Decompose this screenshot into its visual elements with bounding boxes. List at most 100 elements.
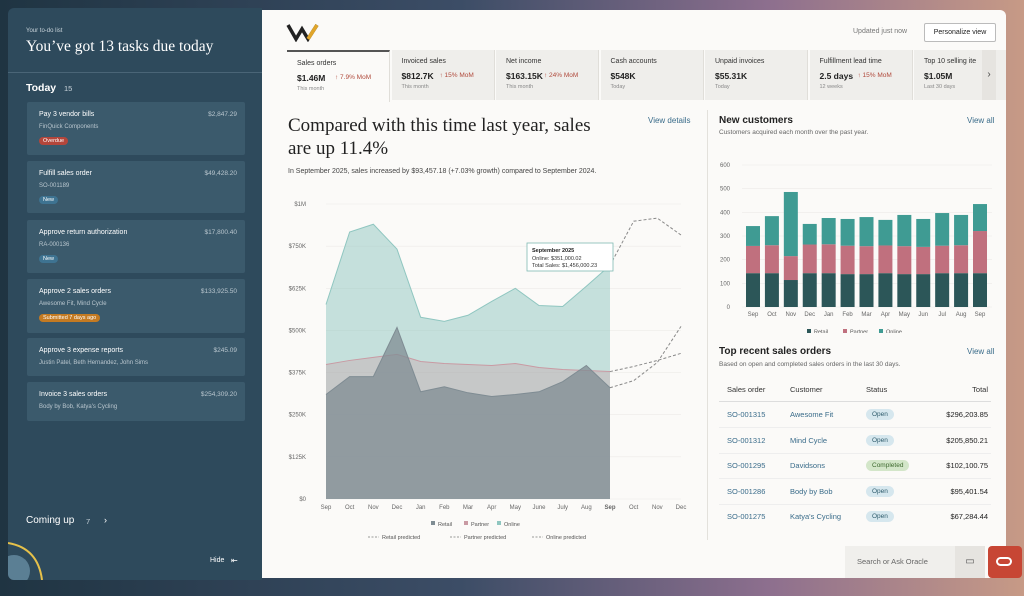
order-link[interactable]: SO-001295 (727, 461, 766, 470)
tooltip-title: September 2025 (532, 248, 574, 254)
x-tick-label: June (532, 505, 546, 511)
customer-link[interactable]: Awesome Fit (790, 410, 834, 419)
customers-chart: 0 100 200 300 400 500 600 Sep Oct Nov Dec Jan Feb Mar… (720, 163, 992, 333)
customer-link[interactable]: Katya's Cycling (790, 512, 842, 521)
x-tick-label: Mar (861, 312, 871, 318)
view-details-link[interactable]: View details (648, 116, 691, 125)
coming-up-label[interactable]: Coming up (26, 515, 75, 526)
table-rule (719, 401, 991, 402)
kpi-value: $1.05M (924, 71, 953, 81)
x-tick-label: Sep (748, 312, 759, 318)
status-pill: Open (866, 409, 894, 420)
hide-icon[interactable]: ⇤ (231, 556, 238, 565)
kpi-value: $55.31K (715, 71, 748, 81)
x-tick-label: Nov (652, 505, 663, 511)
customers-view-all[interactable]: View all (967, 116, 995, 125)
personalize-button[interactable]: Personalize view (924, 23, 996, 42)
task-card[interactable]: Approve 3 expense reports $245.09 Justin P… (27, 338, 245, 376)
customer-link[interactable]: Mind Cycle (790, 435, 828, 445)
order-total: $205,850.21 (946, 435, 988, 445)
bar-segment (840, 274, 855, 307)
search-box[interactable]: Search or Ask Oracle (845, 546, 955, 578)
chevron[interactable]: › (104, 515, 107, 525)
order-total: $296,203.85 (946, 410, 988, 419)
task-amount: $254,309.20 (200, 391, 237, 398)
task-card[interactable]: Fulfill sales order $49,428.20 SO-001189 Ne… (27, 161, 245, 213)
task-card[interactable]: Approve return authorization $17,800.40 RA… (27, 220, 245, 273)
kpi-label: Unpaid invoices (715, 58, 765, 65)
kpi-card[interactable]: Cash accounts $548K Today (600, 50, 704, 100)
x-tick-label: Aug (956, 312, 967, 318)
bar-segment (954, 273, 969, 307)
task-card[interactable]: Pay 3 vendor bills $2,847.29 FinQuick Comp… (27, 102, 245, 155)
kpi-card[interactable]: Unpaid invoices $55.31K Today (705, 50, 808, 100)
oracle-button[interactable] (988, 546, 1022, 578)
kpi-card[interactable]: Sales orders $1.46M ↑ 7.9% MoM This month (287, 50, 390, 102)
kpi-label: Fulfillment lead time (819, 58, 882, 65)
task-badge: New (39, 196, 59, 204)
x-tick-label: May (510, 505, 521, 511)
divider (707, 110, 708, 540)
bar-segment (802, 244, 817, 274)
x-tick-label: Oct (767, 312, 777, 318)
order-link[interactable]: SO-001315 (727, 410, 766, 419)
bar-segment (897, 274, 912, 307)
y-tick-label: $125K (289, 455, 306, 461)
todo-label: Your to-do list (26, 28, 63, 34)
status-pill: Open (866, 511, 894, 522)
task-title: Invoice 3 sales orders (39, 391, 108, 398)
x-tick-label: Dec (392, 505, 403, 511)
bar-segment (821, 244, 836, 274)
bar-segment (783, 280, 798, 307)
order-link[interactable]: SO-001286 (727, 486, 766, 496)
bar-segment (935, 273, 950, 307)
kpi-card[interactable]: Net income $163.15K ↑ 24% MoM This month (496, 50, 599, 100)
todo-title: You’ve got 13 tasks due today (26, 38, 214, 55)
kpi-period: 12 weeks (819, 84, 843, 90)
y-tick-label: $250K (289, 413, 306, 419)
orders-view-all[interactable]: View all (967, 347, 995, 356)
area (326, 327, 610, 499)
x-tick-label: Jan (416, 505, 426, 511)
order-total: $67,284.44 (950, 512, 988, 521)
kpi-label: Cash accounts (610, 58, 657, 65)
order-link[interactable]: SO-001275 (727, 512, 766, 521)
task-ref: SO-001189 (39, 183, 70, 189)
bar-segment (878, 273, 893, 307)
task-card[interactable]: Invoice 3 sales orders $254,309.20 Body by… (27, 382, 245, 421)
kpi-next[interactable]: › (982, 50, 996, 100)
bar-segment (821, 273, 836, 307)
y-tick-label: $750K (289, 244, 306, 250)
customers-title: New customers (719, 115, 793, 126)
status-pill: Open (866, 434, 894, 446)
bar-segment (840, 245, 855, 275)
bar-segment (916, 246, 931, 275)
task-ref: Awesome Fit, Mind Cycle (39, 301, 107, 307)
bar-segment (897, 246, 912, 275)
kpi-card[interactable]: Fulfillment lead time 2.5 days ↑ 15% MoM 12… (809, 50, 913, 100)
kpi-value: 2.5 days (819, 71, 854, 81)
kpi-change: ↑ 15% MoM (439, 72, 474, 79)
customer-link[interactable]: Body by Bob (790, 486, 833, 496)
customers-subtitle: Customers acquired each month over the p… (719, 129, 869, 136)
bar-segment (878, 245, 893, 274)
task-title: Approve return authorization (39, 229, 128, 236)
predicted-line (609, 326, 682, 389)
orders-subtitle: Based on open and completed sales orders… (719, 361, 901, 368)
order-link[interactable]: SO-001312 (727, 435, 766, 445)
kpi-label: Invoiced sales (401, 58, 446, 65)
column-header: Customer (790, 385, 823, 394)
customer-link[interactable]: Davidsons (790, 461, 826, 470)
tooltip-box (526, 242, 614, 272)
sales-headline: Compared with this time last year, sales… (288, 115, 591, 159)
hide-button[interactable]: Hide (210, 557, 225, 564)
task-amount: $2,847.29 (208, 111, 237, 118)
bar-segment (859, 217, 874, 247)
bar-segment (802, 273, 817, 307)
kpi-change: ↑ 24% MoM (544, 72, 579, 79)
y-tick-label: 300 (720, 234, 731, 240)
kpi-card[interactable]: Invoiced sales $812.7K ↑ 15% MoM This month (391, 50, 495, 100)
bar-segment (954, 245, 969, 274)
task-card[interactable]: Approve 2 sales orders $133,925.50 Awesome… (27, 279, 245, 333)
chat-button[interactable]: ▭ (955, 546, 985, 578)
